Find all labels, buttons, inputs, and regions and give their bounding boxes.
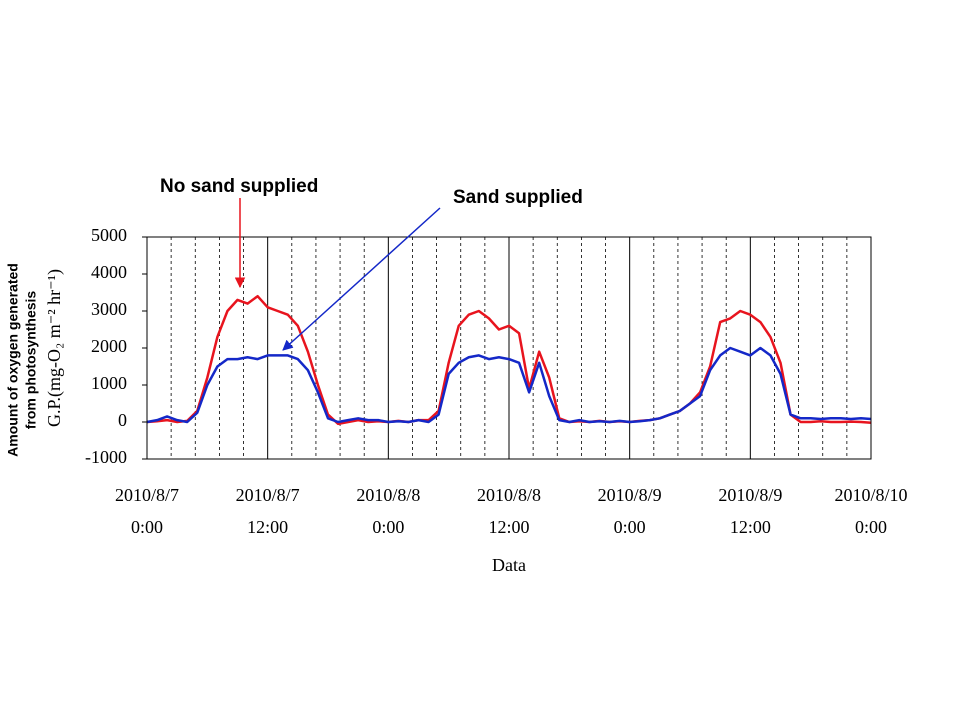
x-tick-label: 2010/8/7: [236, 485, 300, 505]
y-tick-label: -1000: [85, 447, 127, 467]
x-tick-label: 0:00: [131, 517, 163, 537]
x-tick-label: 0:00: [855, 517, 887, 537]
x-tick-label: 2010/8/10: [834, 485, 907, 505]
x-tick-label: 2010/8/8: [477, 485, 541, 505]
y-tick-label: 4000: [91, 262, 127, 282]
x-tick-label: 12:00: [488, 517, 529, 537]
x-tick-label: 12:00: [730, 517, 771, 537]
y-axis-description: from photosynthesis: [23, 291, 39, 430]
y-tick-label: 1000: [91, 373, 127, 393]
y-axis-description: Amount of oxygen generated: [5, 263, 21, 457]
y-tick-label: 2000: [91, 336, 127, 356]
data-line: [146, 346, 872, 424]
y-tick-label: 0: [118, 410, 127, 430]
y-axis-label: G.P.(mg-O₂ m⁻² hr⁻¹): [44, 269, 65, 427]
annotation: Sand supplied: [453, 187, 583, 208]
x-tick-label: 2010/8/9: [718, 485, 782, 505]
x-axis-label: Data: [492, 555, 526, 575]
annotation-arrow: [282, 207, 441, 351]
x-tick-label: 2010/8/9: [598, 485, 662, 505]
x-tick-label: 12:00: [247, 517, 288, 537]
x-tick-label: 2010/8/7: [115, 485, 179, 505]
y-tick-label: 3000: [91, 299, 127, 319]
plot-frame: [146, 236, 872, 460]
y-tick-label: 5000: [91, 225, 127, 245]
annotation: No sand supplied: [160, 176, 318, 197]
x-tick-label: 0:00: [614, 517, 646, 537]
x-tick-label: 2010/8/8: [356, 485, 420, 505]
data-line: [146, 294, 872, 426]
x-tick-label: 0:00: [372, 517, 404, 537]
